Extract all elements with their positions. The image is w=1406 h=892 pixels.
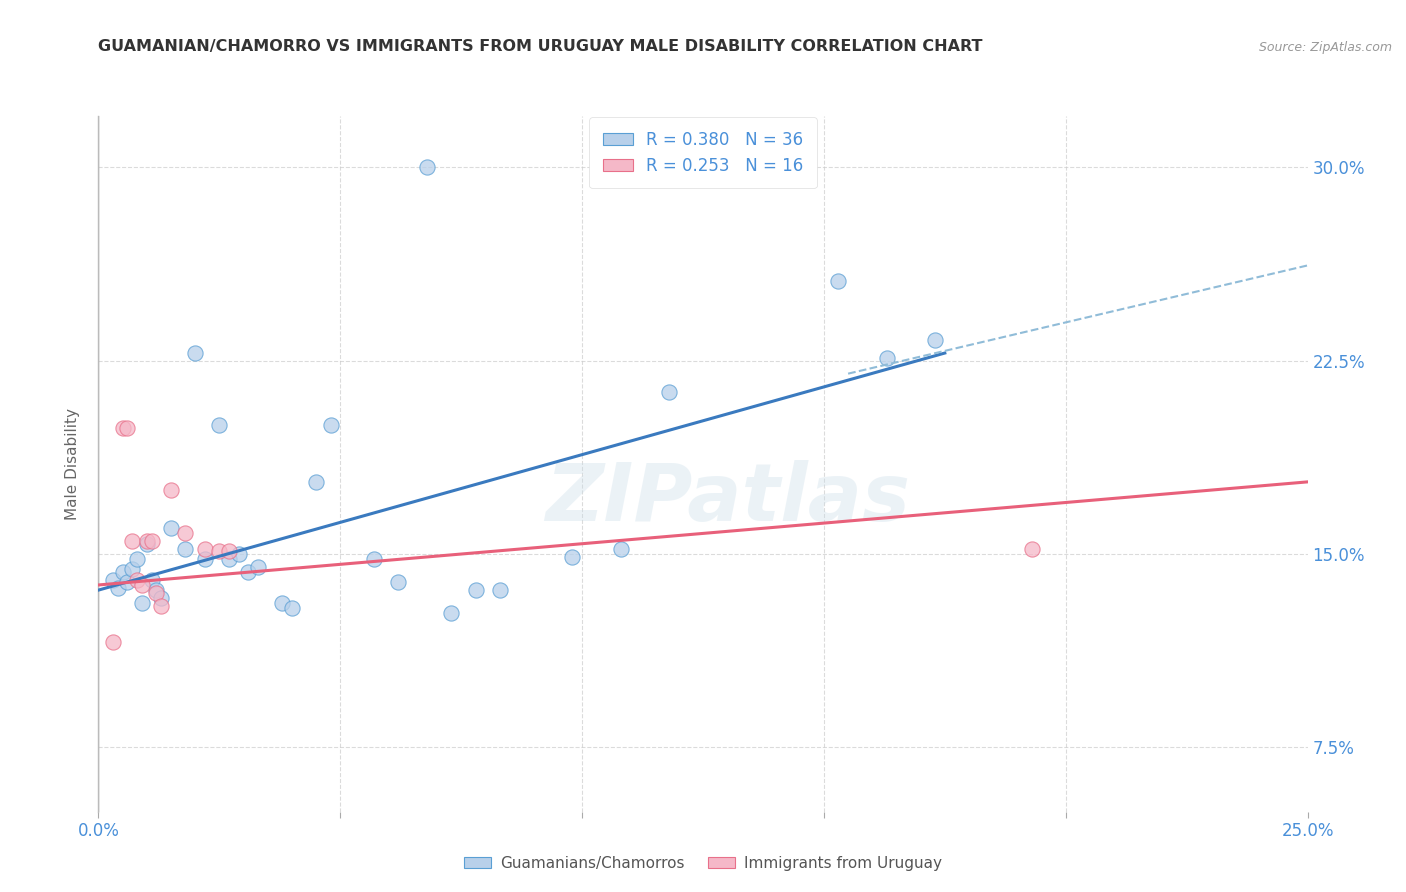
Text: ZIPatlas: ZIPatlas bbox=[544, 459, 910, 538]
Point bbox=[228, 547, 250, 561]
Legend: Guamanians/Chamorros, Immigrants from Uruguay: Guamanians/Chamorros, Immigrants from Ur… bbox=[457, 850, 949, 877]
Point bbox=[107, 581, 129, 595]
Point bbox=[145, 583, 167, 598]
Point bbox=[184, 346, 207, 360]
Point bbox=[150, 591, 173, 605]
Y-axis label: Male Disability: Male Disability bbox=[65, 408, 80, 520]
Point bbox=[117, 575, 139, 590]
Point bbox=[218, 544, 240, 558]
Point bbox=[489, 583, 512, 598]
Point bbox=[363, 552, 385, 566]
Point bbox=[174, 541, 197, 556]
Point bbox=[218, 552, 240, 566]
Point bbox=[111, 565, 134, 579]
Point bbox=[387, 575, 409, 590]
Point bbox=[924, 333, 946, 347]
Point bbox=[561, 549, 583, 564]
Point bbox=[876, 351, 898, 366]
Point bbox=[208, 544, 231, 558]
Point bbox=[145, 585, 167, 599]
Point bbox=[208, 418, 231, 433]
Point bbox=[141, 534, 163, 549]
Point bbox=[440, 607, 463, 621]
Point bbox=[247, 560, 270, 574]
Text: Source: ZipAtlas.com: Source: ZipAtlas.com bbox=[1258, 40, 1392, 54]
Point bbox=[101, 573, 124, 587]
Point bbox=[658, 384, 681, 399]
Point bbox=[131, 596, 153, 610]
Point bbox=[121, 534, 143, 549]
Point bbox=[271, 596, 294, 610]
Point bbox=[281, 601, 304, 615]
Point bbox=[131, 578, 153, 592]
Point bbox=[1021, 541, 1043, 556]
Point bbox=[135, 534, 157, 549]
Point bbox=[610, 541, 633, 556]
Point bbox=[160, 483, 183, 497]
Text: GUAMANIAN/CHAMORRO VS IMMIGRANTS FROM URUGUAY MALE DISABILITY CORRELATION CHART: GUAMANIAN/CHAMORRO VS IMMIGRANTS FROM UR… bbox=[98, 38, 983, 54]
Point bbox=[827, 274, 849, 288]
Point bbox=[127, 573, 149, 587]
Point bbox=[141, 573, 163, 587]
Point bbox=[127, 552, 149, 566]
Point bbox=[464, 583, 486, 598]
Point bbox=[319, 418, 342, 433]
Point bbox=[111, 421, 134, 435]
Point bbox=[194, 541, 217, 556]
Point bbox=[101, 634, 124, 648]
Point bbox=[135, 537, 157, 551]
Point bbox=[150, 599, 173, 613]
Point bbox=[174, 526, 197, 541]
Point bbox=[117, 421, 139, 435]
Point bbox=[305, 475, 328, 489]
Point bbox=[238, 565, 260, 579]
Point bbox=[160, 521, 183, 535]
Point bbox=[416, 161, 439, 175]
Point bbox=[121, 562, 143, 576]
Point bbox=[194, 552, 217, 566]
